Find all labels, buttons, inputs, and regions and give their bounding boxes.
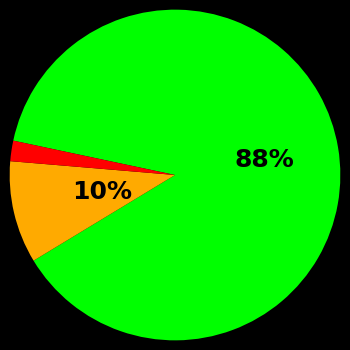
Wedge shape bbox=[13, 10, 340, 340]
Text: 88%: 88% bbox=[235, 148, 295, 172]
Wedge shape bbox=[10, 161, 175, 261]
Wedge shape bbox=[10, 141, 175, 175]
Text: 10%: 10% bbox=[72, 180, 133, 204]
